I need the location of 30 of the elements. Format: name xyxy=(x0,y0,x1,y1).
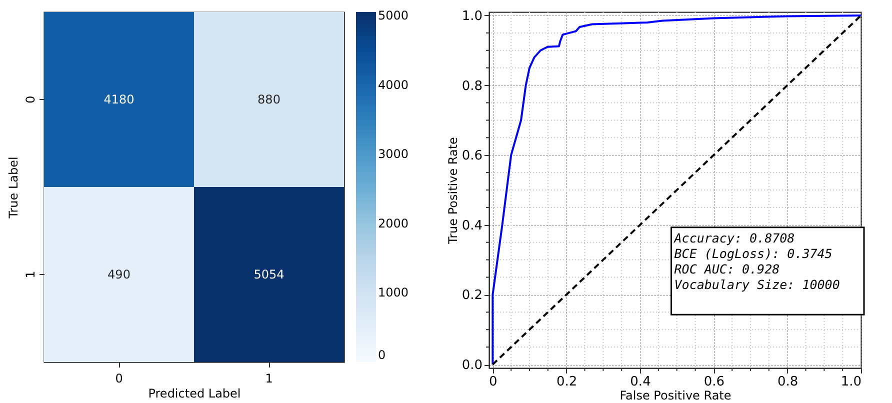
y-tick-label: 0.4 xyxy=(462,218,482,234)
y-tick-label: 0.8 xyxy=(462,78,482,94)
line-series xyxy=(492,14,861,366)
y-axis-title: True Positive Rate xyxy=(446,137,460,245)
y-tick-label: 1.0 xyxy=(462,8,482,24)
x-axis-title: Predicted Label xyxy=(148,386,241,400)
y-tick-label: 0.6 xyxy=(462,148,482,164)
x-tick-label: 0.4 xyxy=(630,374,651,390)
annotation: Accuracy: 0.8708 BCE (LogLoss): 0.3745 ROC AUC: 0.928 Vocabulary Size: 10000 xyxy=(673,230,840,292)
x-tick-label: 0 xyxy=(115,372,123,386)
data-label: 5054 xyxy=(254,268,284,282)
data-label: 880 xyxy=(258,92,280,106)
color-bar-label: 5000 xyxy=(378,8,409,23)
data-label: 4180 xyxy=(104,92,134,106)
data-label: 490 xyxy=(108,268,130,282)
y-tick-label: 0.2 xyxy=(462,288,482,304)
y-tick-label: 0.0 xyxy=(462,358,482,374)
y-axis-title: True Label xyxy=(6,156,20,220)
color-bar-label: 3000 xyxy=(378,147,409,162)
color-bar-label: 0 xyxy=(378,348,386,362)
color-bar-label: 4000 xyxy=(378,78,409,92)
color-bar-label: 1000 xyxy=(378,286,409,300)
x-axis-title: False Positive Rate xyxy=(620,388,732,402)
x-tick-label: 1.0 xyxy=(840,374,862,390)
color-bar-label: 2000 xyxy=(378,216,409,230)
x-tick-label: 0.2 xyxy=(556,374,578,390)
x-tick-label: 0.6 xyxy=(704,374,725,390)
x-tick-label: 0 xyxy=(489,374,498,390)
x-tick-label: 1 xyxy=(265,372,273,386)
x-tick-label: 0.8 xyxy=(777,374,798,390)
